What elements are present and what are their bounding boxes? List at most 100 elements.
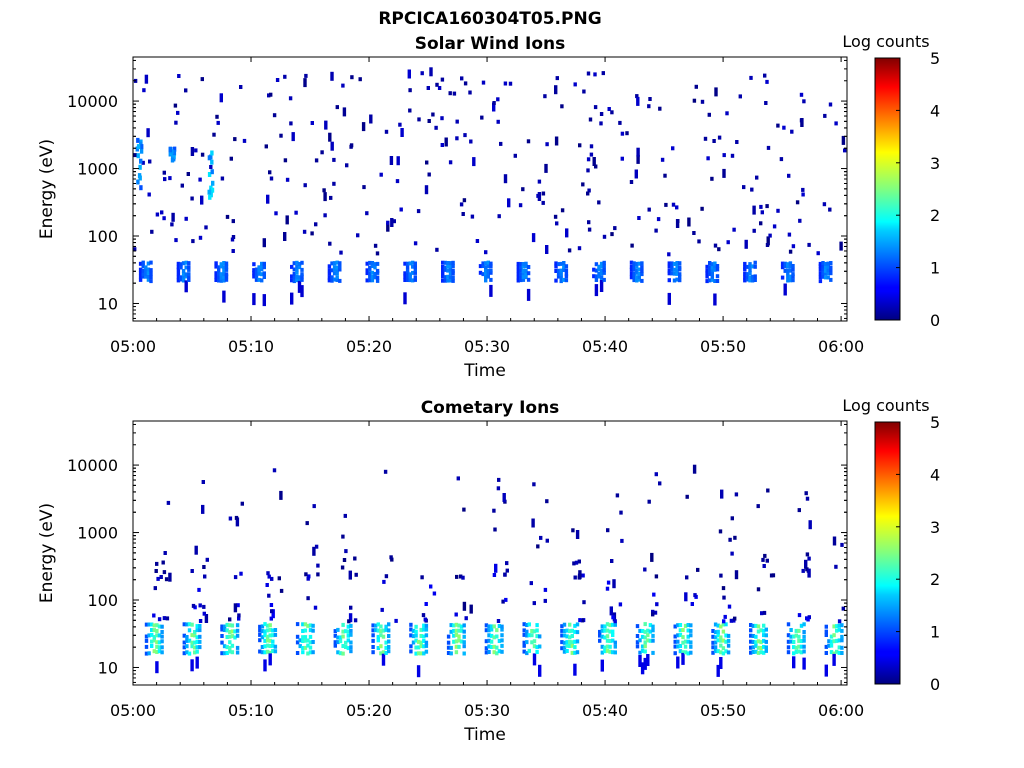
heatmap-cell — [643, 649, 647, 654]
heatmap-cell — [762, 564, 766, 568]
heatmap-cell — [257, 271, 261, 276]
heatmap-cell — [670, 261, 674, 266]
heatmap-cell — [829, 277, 833, 282]
heatmap-cell — [160, 630, 164, 634]
heatmap-cell — [387, 649, 391, 654]
heatmap-cell — [155, 561, 159, 566]
heatmap-cell — [332, 267, 337, 272]
heatmap-cell — [765, 79, 769, 84]
heatmap-cell — [823, 113, 827, 118]
heatmap-cell — [349, 632, 353, 637]
heatmap-cell — [303, 183, 307, 188]
heatmap-cell — [710, 176, 714, 181]
heatmap-cell — [481, 261, 485, 266]
heatmap-cell — [722, 619, 726, 624]
heatmap-cell — [141, 268, 145, 273]
heatmap-cell — [310, 231, 314, 236]
heatmap-cell — [260, 264, 264, 269]
heatmap-cell — [435, 82, 439, 87]
heatmap-cell — [147, 622, 151, 627]
heatmap-cell — [516, 265, 520, 270]
heatmap-cell — [756, 650, 761, 655]
heatmap-cell — [568, 644, 572, 648]
colorbar-tick-label: 5 — [930, 49, 940, 68]
heatmap-cell — [414, 624, 418, 629]
heatmap-cell — [160, 645, 164, 650]
heatmap-cell — [787, 173, 791, 178]
heatmap-cell — [597, 271, 601, 276]
heatmap-cell — [713, 649, 718, 654]
heatmap-cell — [373, 243, 378, 248]
heatmap-cell — [762, 650, 766, 655]
heatmap-cell — [252, 262, 256, 267]
colorbar — [874, 421, 901, 685]
heatmap-cell — [711, 645, 715, 650]
heatmap-cell — [327, 278, 332, 283]
heatmap-cell — [531, 233, 536, 243]
heatmap-cell — [242, 138, 247, 143]
heatmap-cell — [818, 279, 823, 284]
heatmap-cell — [252, 274, 256, 279]
heatmap-cell — [258, 632, 262, 637]
heatmap-cell — [525, 633, 529, 638]
heatmap-cell — [444, 137, 448, 147]
heatmap-cell — [429, 584, 433, 589]
heatmap-cell — [144, 274, 148, 279]
heatmap-cell — [749, 75, 753, 80]
heatmap-cell — [840, 638, 844, 643]
heatmap-cell — [667, 268, 671, 273]
heatmap-cell — [708, 278, 712, 283]
y-tick-label: 10 — [98, 294, 118, 313]
heatmap-cell — [349, 645, 353, 650]
heatmap-cell — [150, 628, 154, 632]
heatmap-cell — [676, 644, 680, 649]
heatmap-cell — [459, 639, 464, 644]
heatmap-cell — [405, 278, 410, 282]
heatmap-cell — [237, 613, 241, 618]
heatmap-cell — [228, 516, 233, 521]
heatmap-cell — [336, 627, 340, 632]
heatmap-cell — [348, 570, 352, 580]
heatmap-cell — [640, 629, 645, 633]
heatmap-cell — [802, 644, 806, 649]
heatmap-cell — [346, 633, 350, 638]
heatmap-cell — [611, 638, 615, 643]
heatmap-cell — [638, 638, 642, 643]
heatmap-cell — [676, 633, 680, 638]
heatmap-cell — [492, 624, 496, 629]
heatmap-cell — [711, 650, 715, 655]
heatmap-cell — [573, 82, 577, 87]
heatmap-cell — [713, 645, 718, 650]
heatmap-cell — [562, 277, 566, 282]
heatmap-cell — [748, 268, 752, 273]
heatmap-cell — [411, 270, 415, 275]
heatmap-cell — [799, 623, 804, 628]
heatmap-cell — [381, 634, 386, 639]
heatmap-cells — [133, 67, 847, 307]
heatmap-cell — [794, 628, 798, 633]
heatmap-cell — [726, 650, 731, 655]
heatmap-cell — [172, 154, 176, 159]
heatmap-cell — [562, 645, 567, 650]
heatmap-cell — [610, 232, 614, 237]
heatmap-cell — [828, 102, 833, 107]
heatmap-cell — [832, 536, 837, 546]
heatmap-cell — [387, 634, 391, 638]
heatmap-cell — [193, 640, 197, 645]
heatmap-cell — [311, 650, 315, 655]
heatmap-cell — [497, 639, 502, 643]
heatmap-cell — [573, 629, 577, 634]
heatmap-cell — [335, 271, 339, 275]
heatmap-cell — [371, 645, 375, 649]
heatmap-cell — [629, 271, 634, 276]
heatmap-cell — [373, 265, 377, 270]
heatmap-cell — [220, 624, 224, 629]
x-tick-label: 05:40 — [582, 701, 628, 720]
heatmap-cell — [489, 627, 494, 632]
heatmap-cell — [678, 644, 683, 648]
heatmap-cell — [384, 627, 388, 632]
heatmap-cell — [696, 567, 700, 572]
heatmap-cell — [327, 271, 332, 276]
heatmap-cell — [193, 650, 197, 655]
y-tick-label: 100 — [87, 227, 118, 246]
